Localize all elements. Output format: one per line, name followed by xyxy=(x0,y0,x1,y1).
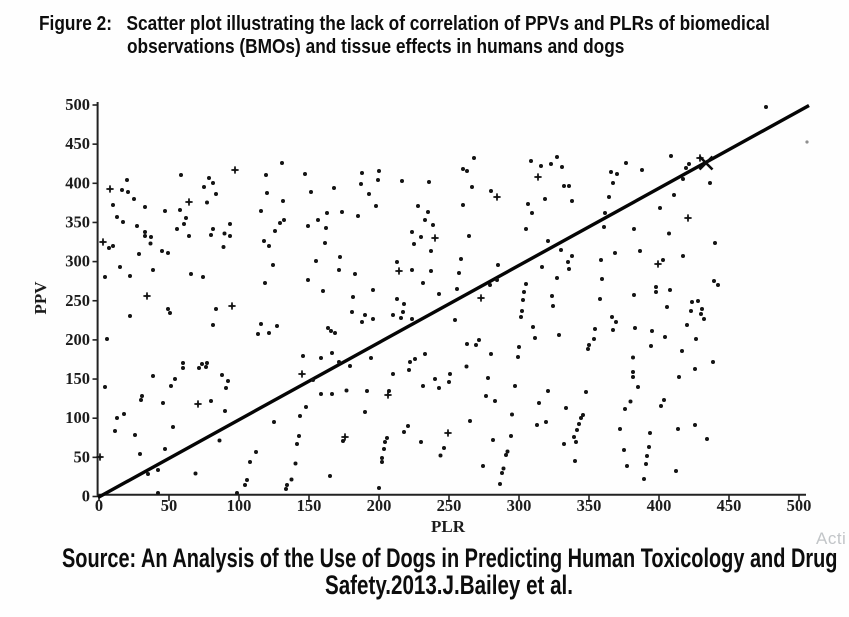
svg-text:150: 150 xyxy=(65,369,90,388)
svg-text:100: 100 xyxy=(227,496,252,515)
svg-text:500: 500 xyxy=(787,496,812,515)
svg-text:350: 350 xyxy=(577,496,602,515)
svg-text:50: 50 xyxy=(74,447,91,466)
svg-text:500: 500 xyxy=(65,95,90,114)
svg-text:0: 0 xyxy=(95,496,103,515)
svg-text:PLR: PLR xyxy=(431,517,466,536)
svg-text:PPV: PPV xyxy=(31,281,50,315)
svg-text:0: 0 xyxy=(82,487,90,506)
svg-text:250: 250 xyxy=(65,291,90,310)
svg-text:450: 450 xyxy=(65,134,90,153)
svg-text:400: 400 xyxy=(647,496,672,515)
svg-text:450: 450 xyxy=(717,496,742,515)
svg-text:200: 200 xyxy=(367,496,392,515)
svg-text:300: 300 xyxy=(65,252,90,271)
svg-text:150: 150 xyxy=(297,496,322,515)
svg-text:200: 200 xyxy=(65,330,90,349)
svg-text:100: 100 xyxy=(65,408,90,427)
svg-text:350: 350 xyxy=(65,212,90,231)
svg-text:300: 300 xyxy=(507,496,532,515)
svg-text:50: 50 xyxy=(161,496,178,515)
svg-text:400: 400 xyxy=(65,173,90,192)
svg-text:250: 250 xyxy=(437,496,462,515)
